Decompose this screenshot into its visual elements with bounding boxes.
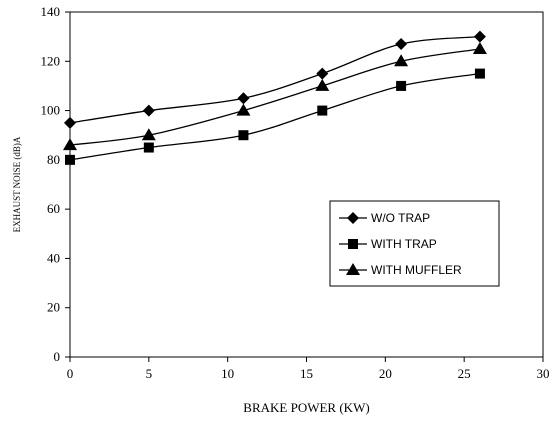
- x-tick-label: 20: [379, 366, 392, 381]
- x-tick-label: 25: [458, 366, 471, 381]
- legend-marker: [347, 212, 359, 224]
- series-line: [69, 48, 481, 146]
- legend-label: WITH TRAP: [371, 237, 437, 251]
- series-square: [65, 68, 485, 165]
- axis-ticks: 0 5 10 15 20 25 30 0 20 40 60 80 100 120 140: [41, 4, 550, 381]
- data-point: [315, 78, 330, 91]
- data-point: [143, 142, 154, 153]
- data-point: [237, 92, 250, 105]
- y-tick-label: 0: [54, 349, 61, 364]
- x-tick-label: 0: [67, 366, 74, 381]
- data-point: [238, 130, 249, 141]
- x-tick-label: 15: [300, 366, 313, 381]
- legend-marker: [348, 239, 358, 249]
- data-point: [65, 154, 75, 165]
- data-point: [394, 54, 409, 67]
- y-tick-label: 120: [41, 53, 61, 68]
- data-point: [472, 41, 487, 54]
- x-axis-title: BRAKE POWER (KW): [243, 400, 369, 415]
- x-tick-label: 5: [146, 366, 153, 381]
- data-point: [142, 104, 155, 117]
- legend-label: W/O TRAP: [371, 211, 430, 225]
- plot-border: [69, 11, 544, 358]
- data-point: [395, 38, 408, 51]
- data-point: [316, 67, 329, 80]
- series-line: [69, 35, 480, 124]
- x-tick-label: 10: [221, 366, 234, 381]
- x-tick-label: 30: [537, 366, 550, 381]
- data-point: [63, 138, 77, 151]
- y-tick-label: 60: [47, 201, 60, 216]
- data-point: [236, 103, 251, 116]
- legend-label: WITH MUFFLER: [371, 263, 462, 277]
- legend-entry: WITH TRAP: [339, 237, 437, 251]
- data-point: [396, 80, 407, 91]
- data-point: [474, 68, 485, 79]
- y-tick-label: 20: [47, 300, 60, 315]
- plot-area: [69, 11, 544, 358]
- series-line: [69, 72, 481, 161]
- series-layer: [63, 30, 487, 165]
- y-tick-label: 80: [47, 152, 60, 167]
- y-tick-label: 40: [47, 250, 60, 265]
- legend-entry: W/O TRAP: [339, 211, 430, 225]
- y-tick-label: 100: [41, 103, 61, 118]
- y-axis-title: EXHAUST NOISE (dB)A: [12, 136, 22, 232]
- data-point: [64, 116, 76, 129]
- data-point: [141, 128, 156, 141]
- series-triangle: [63, 41, 487, 151]
- data-point: [317, 105, 328, 116]
- legend-entry: WITH MUFFLER: [339, 263, 462, 277]
- legend-marker: [346, 263, 360, 275]
- legend: W/O TRAP WITH TRAP WITH MUFFLER: [329, 200, 500, 287]
- y-tick-label: 140: [41, 4, 61, 19]
- data-point: [473, 30, 486, 43]
- series-diamond: [64, 30, 486, 129]
